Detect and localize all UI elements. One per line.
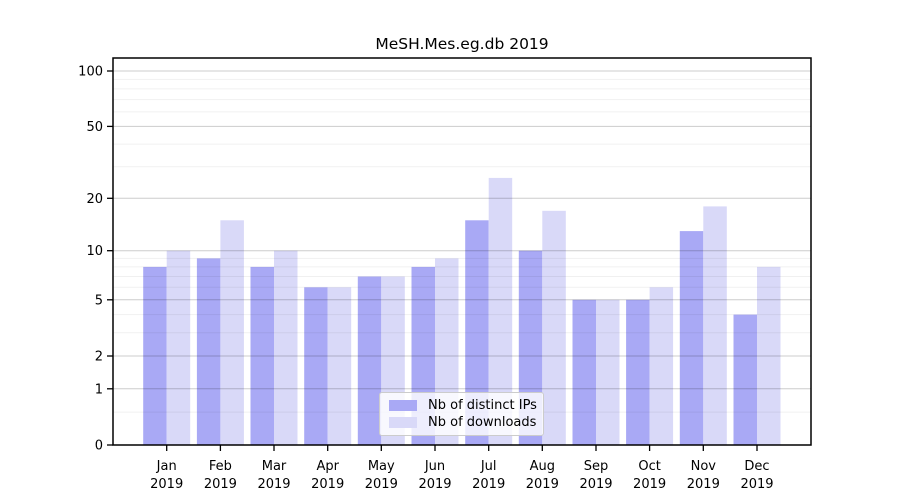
bar-nb-of-distinct-ips-sep xyxy=(572,299,596,445)
bar-nb-of-downloads-jul xyxy=(488,177,513,445)
y-tick-label: 50 xyxy=(86,120,103,135)
bar-nb-of-distinct-ips-apr xyxy=(304,287,328,445)
bar-nb-of-distinct-ips-mar xyxy=(250,266,274,445)
x-tick-label-year: 2019 xyxy=(204,477,237,492)
x-tick-label-year: 2019 xyxy=(257,477,290,492)
legend-label-distinct-ips: Nb of distinct IPs xyxy=(428,398,537,413)
x-tick-label-month: Jul xyxy=(480,459,497,474)
x-tick-label-month: Mar xyxy=(262,459,287,474)
bar-nb-of-distinct-ips-oct xyxy=(626,299,650,445)
bar-nb-of-distinct-ips-feb xyxy=(196,258,221,445)
x-tick-label-month: Jan xyxy=(156,459,177,474)
y-tick-label: 100 xyxy=(78,65,103,80)
y-tick-label: 1 xyxy=(95,382,103,397)
x-tick-label-year: 2019 xyxy=(365,477,398,492)
y-tick-label: 2 xyxy=(95,350,103,365)
bar-nb-of-downloads-feb xyxy=(220,220,244,445)
x-tick-label-year: 2019 xyxy=(418,477,451,492)
y-tick-label: 20 xyxy=(86,192,103,207)
y-tick-label: 10 xyxy=(86,244,103,259)
plot-frame xyxy=(112,57,812,446)
bar-nb-of-distinct-ips-dec xyxy=(733,314,757,445)
x-tick-label-month: May xyxy=(368,459,395,474)
legend-swatch-downloads xyxy=(389,417,417,428)
legend-item-distinct-ips: Nb of distinct IPs xyxy=(389,397,537,414)
legend-label-downloads: Nb of downloads xyxy=(428,415,537,430)
x-tick-label-month: Sep xyxy=(584,459,609,474)
x-tick-label-month: Apr xyxy=(316,459,339,474)
y-tick-label: 5 xyxy=(95,293,103,308)
bar-nb-of-downloads-oct xyxy=(649,287,674,445)
x-tick-label-month: Nov xyxy=(691,459,717,474)
x-tick-label-month: Feb xyxy=(209,459,232,474)
x-tick-label-year: 2019 xyxy=(740,477,773,492)
bar-nb-of-distinct-ips-may xyxy=(357,276,382,445)
bar-nb-of-downloads-mar xyxy=(274,250,298,445)
x-tick-label-year: 2019 xyxy=(526,477,559,492)
x-tick-label-month: Dec xyxy=(744,459,769,474)
legend-swatch-distinct-ips xyxy=(389,400,417,411)
x-tick-label-year: 2019 xyxy=(579,477,612,492)
chart-title: MeSH.Mes.eg.db 2019 xyxy=(375,35,549,53)
y-tick-label: 0 xyxy=(95,439,103,454)
x-tick-label-year: 2019 xyxy=(311,477,344,492)
bar-nb-of-downloads-nov xyxy=(703,206,727,445)
x-tick-label-month: Aug xyxy=(530,459,555,474)
legend-item-downloads: Nb of downloads xyxy=(389,414,537,431)
x-tick-label-month: Oct xyxy=(638,459,660,474)
bar-nb-of-downloads-dec xyxy=(757,266,781,445)
bar-nb-of-downloads-apr xyxy=(327,287,352,445)
x-tick-label-month: Jun xyxy=(424,459,445,474)
bar-nb-of-distinct-ips-jul xyxy=(465,220,489,445)
bar-nb-of-distinct-ips-nov xyxy=(679,231,704,445)
bar-nb-of-downloads-sep xyxy=(596,299,620,445)
x-tick-label-year: 2019 xyxy=(633,477,666,492)
x-tick-label-year: 2019 xyxy=(472,477,505,492)
bar-nb-of-distinct-ips-jan xyxy=(143,266,167,445)
bar-nb-of-downloads-aug xyxy=(542,210,566,445)
x-tick-label-year: 2019 xyxy=(150,477,183,492)
legend: Nb of distinct IPs Nb of downloads xyxy=(379,392,544,436)
x-tick-label-year: 2019 xyxy=(687,477,720,492)
bar-nb-of-downloads-jan xyxy=(166,250,191,445)
